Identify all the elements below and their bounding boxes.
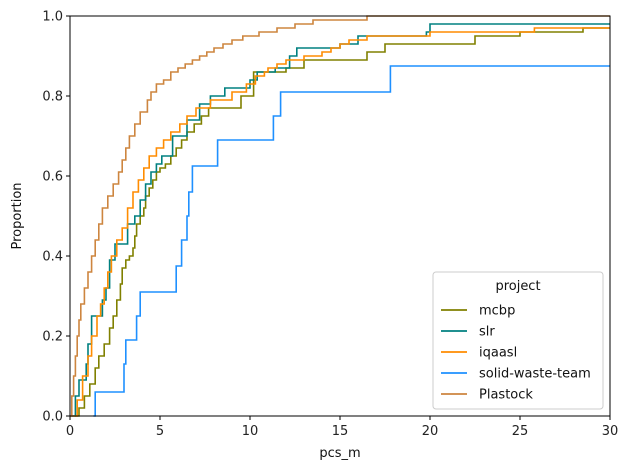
series-line-plastock bbox=[70, 15, 610, 417]
x-tick-label: 15 bbox=[332, 424, 349, 439]
y-tick-label: 0.0 bbox=[42, 410, 63, 425]
legend-label: Plastock bbox=[479, 388, 533, 403]
y-axis-label: Proportion bbox=[10, 182, 25, 249]
y-tick-label: 0.4 bbox=[42, 250, 63, 265]
legend-label: iqaasl bbox=[479, 346, 517, 361]
series-line-mcbp bbox=[75, 27, 610, 417]
x-tick-label: 10 bbox=[242, 424, 259, 439]
x-tick-label: 25 bbox=[512, 424, 529, 439]
series-layer bbox=[70, 15, 610, 417]
y-tick-label: 1.0 bbox=[42, 10, 63, 25]
y-tick-label: 0.8 bbox=[42, 90, 63, 105]
x-tick-label: 5 bbox=[156, 424, 164, 439]
legend-label: solid-waste-team bbox=[479, 367, 591, 382]
y-tick-label: 0.6 bbox=[42, 170, 63, 185]
y-tick-label: 0.2 bbox=[42, 330, 63, 345]
series-line-iqaasl bbox=[70, 27, 610, 417]
x-tick-label: 0 bbox=[66, 424, 74, 439]
x-axis-label: pcs_m bbox=[319, 446, 360, 461]
legend-box bbox=[432, 271, 604, 410]
legend: project mcbp slr iqaasl solid-waste-team Pla… bbox=[432, 271, 604, 410]
series-line-solid-waste-team bbox=[93, 65, 610, 417]
ticks-layer: 0 5 10 15 20 25 30 0.0 0.2 0.4 0.6 0.8 1.0 bbox=[42, 10, 618, 440]
legend-items: mcbp slr iqaasl solid-waste-team Plastock bbox=[441, 304, 591, 403]
legend-title: project bbox=[495, 279, 540, 294]
legend-label: slr bbox=[479, 325, 495, 340]
x-tick-label: 20 bbox=[422, 424, 439, 439]
legend-label: mcbp bbox=[479, 304, 515, 319]
x-tick-label: 30 bbox=[602, 424, 619, 439]
series-line-slr bbox=[71, 23, 610, 417]
